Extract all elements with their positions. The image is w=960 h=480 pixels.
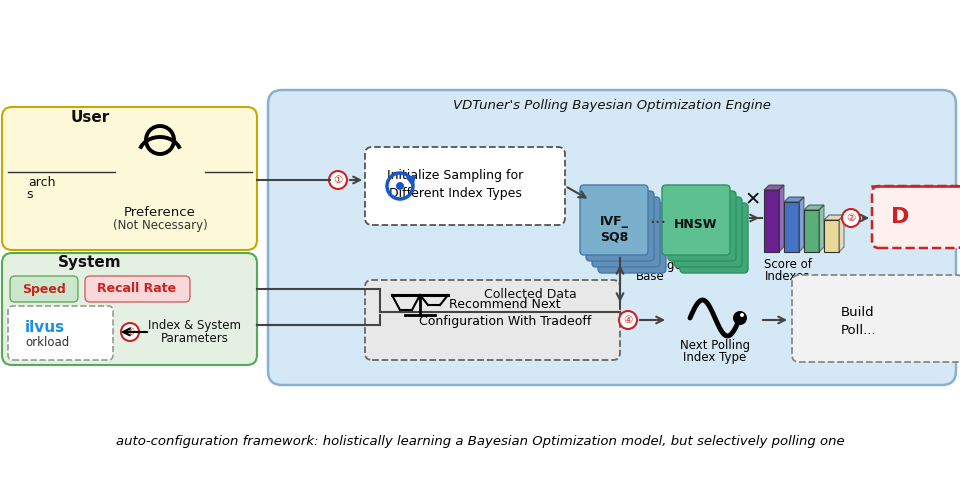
Text: Next Polling: Next Polling — [680, 339, 750, 352]
Text: Initialize Sampling for: Initialize Sampling for — [387, 169, 523, 182]
Text: s: s — [27, 189, 34, 202]
Text: ④: ④ — [623, 315, 633, 325]
Polygon shape — [779, 185, 784, 252]
Text: arch: arch — [28, 176, 56, 189]
Polygon shape — [819, 205, 824, 252]
Text: Score of: Score of — [764, 259, 812, 272]
Circle shape — [740, 313, 744, 317]
Bar — [824, 220, 839, 252]
FancyBboxPatch shape — [680, 203, 748, 273]
Text: Configuration With Tradeoff: Configuration With Tradeoff — [419, 315, 591, 328]
Text: Build: Build — [841, 305, 875, 319]
Text: ⑤: ⑤ — [126, 327, 134, 337]
Text: HNSW: HNSW — [674, 218, 718, 231]
Text: ...: ... — [649, 209, 666, 227]
Text: Collected Data: Collected Data — [484, 288, 576, 301]
Text: ✕: ✕ — [745, 191, 761, 209]
Polygon shape — [764, 185, 784, 190]
Circle shape — [329, 171, 347, 189]
Text: User: User — [70, 110, 109, 125]
Text: Knowledge: Knowledge — [617, 259, 683, 272]
Text: Parameters: Parameters — [161, 333, 228, 346]
Text: Recommend Next: Recommend Next — [449, 298, 561, 311]
Text: Recall Rate: Recall Rate — [97, 283, 177, 296]
FancyBboxPatch shape — [586, 191, 654, 261]
Text: System: System — [59, 254, 122, 269]
Polygon shape — [804, 205, 824, 210]
Text: ilvus: ilvus — [25, 320, 65, 335]
Bar — [804, 210, 819, 252]
Text: Indexes: Indexes — [765, 271, 810, 284]
FancyBboxPatch shape — [580, 185, 648, 255]
FancyBboxPatch shape — [598, 203, 666, 273]
FancyBboxPatch shape — [674, 197, 742, 267]
Text: orkload: orkload — [25, 336, 69, 348]
Polygon shape — [784, 197, 804, 202]
FancyBboxPatch shape — [8, 306, 113, 360]
FancyBboxPatch shape — [268, 90, 956, 385]
Text: Different Index Types: Different Index Types — [389, 188, 521, 201]
FancyBboxPatch shape — [792, 275, 960, 362]
Text: ②: ② — [847, 213, 855, 223]
Circle shape — [121, 323, 139, 341]
Text: Index & System: Index & System — [149, 319, 242, 332]
Bar — [784, 202, 799, 252]
Text: Speed: Speed — [22, 283, 66, 296]
FancyBboxPatch shape — [2, 107, 257, 250]
Circle shape — [619, 311, 637, 329]
Text: Index Type: Index Type — [684, 351, 747, 364]
Text: VDTuner's Polling Bayesian Optimization Engine: VDTuner's Polling Bayesian Optimization … — [453, 98, 771, 111]
FancyBboxPatch shape — [668, 191, 736, 261]
FancyBboxPatch shape — [592, 197, 660, 267]
FancyBboxPatch shape — [872, 186, 960, 248]
Text: SQ8: SQ8 — [600, 230, 628, 243]
Bar — [764, 190, 779, 252]
Text: Poll...: Poll... — [840, 324, 876, 336]
Text: auto-configuration framework: holistically learning a Bayesian Optimization mode: auto-configuration framework: holistical… — [116, 435, 844, 448]
Text: D: D — [891, 207, 909, 227]
Text: Base: Base — [636, 271, 664, 284]
Text: (Not Necessary): (Not Necessary) — [112, 219, 207, 232]
Text: Preference: Preference — [124, 205, 196, 218]
Circle shape — [733, 311, 747, 325]
FancyBboxPatch shape — [85, 276, 190, 302]
FancyBboxPatch shape — [365, 147, 565, 225]
Circle shape — [396, 182, 404, 190]
Polygon shape — [824, 215, 844, 220]
Polygon shape — [799, 197, 804, 252]
FancyBboxPatch shape — [662, 185, 730, 255]
FancyBboxPatch shape — [365, 280, 620, 360]
Circle shape — [842, 209, 860, 227]
Polygon shape — [839, 215, 844, 252]
FancyBboxPatch shape — [2, 253, 257, 365]
FancyBboxPatch shape — [10, 276, 78, 302]
Text: IVF_: IVF_ — [600, 215, 629, 228]
Text: ①: ① — [333, 175, 343, 185]
